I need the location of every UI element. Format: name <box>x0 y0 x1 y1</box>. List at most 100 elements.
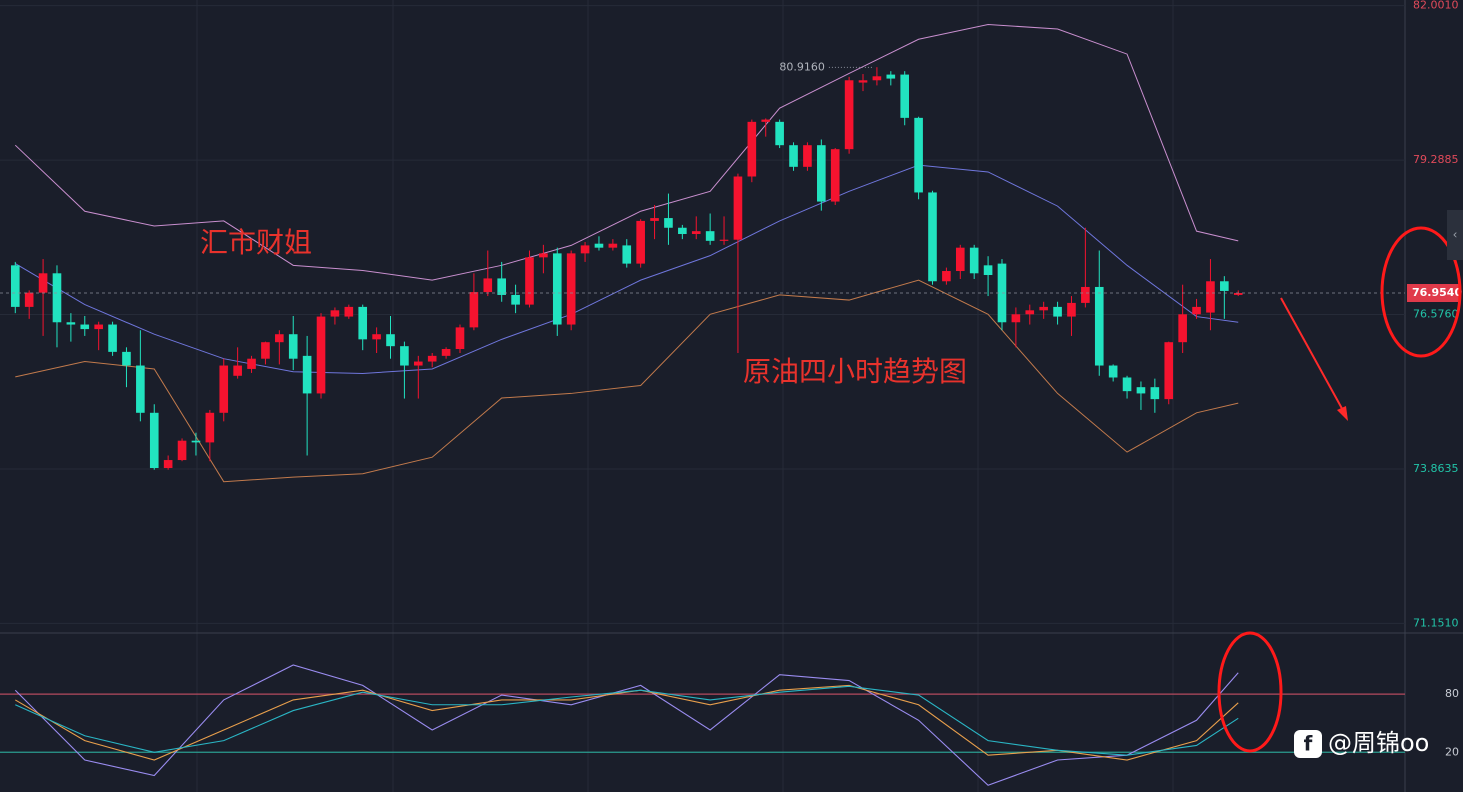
candle-body <box>775 121 784 146</box>
candle-body <box>1067 302 1076 317</box>
watermark: @周锦oo <box>1328 729 1429 757</box>
candle-body <box>636 220 645 264</box>
candle-body <box>413 361 423 366</box>
candle-body <box>886 74 896 79</box>
candle-body <box>969 247 979 274</box>
candle-body <box>316 316 326 394</box>
candle-body <box>678 227 687 235</box>
candle-body <box>1164 342 1174 400</box>
candle-body <box>1150 387 1160 400</box>
candle-body <box>191 440 201 443</box>
candle-body <box>830 149 840 202</box>
arrow-head <box>1337 406 1348 421</box>
candle-body <box>38 273 48 293</box>
candle-body <box>94 324 103 330</box>
candle-body <box>455 327 465 350</box>
candle-body <box>622 245 632 264</box>
candle-body <box>1053 306 1062 317</box>
candle-body <box>608 243 618 248</box>
candle-body <box>288 334 298 359</box>
candle-body <box>955 247 965 272</box>
side-tab <box>1447 210 1463 260</box>
candle-body <box>817 145 826 202</box>
candle-body <box>344 306 354 317</box>
candle-body <box>1011 314 1021 323</box>
band-line <box>15 279 1239 483</box>
candle-body <box>900 74 910 118</box>
candle-body <box>233 365 242 376</box>
candle-body <box>719 239 729 241</box>
candle-body <box>1233 292 1243 295</box>
candle-body <box>580 245 590 254</box>
candle-body <box>275 334 284 343</box>
y-tick-label: 76.5760 <box>1413 308 1459 321</box>
candle-body <box>997 263 1007 323</box>
candle-body <box>261 342 270 359</box>
y-tick-label: 79.2885 <box>1413 153 1459 166</box>
highlight-circle <box>1217 631 1283 753</box>
candle-body <box>122 351 131 366</box>
candle-body <box>1039 306 1048 311</box>
candle-body <box>566 253 576 325</box>
high-label: 80.9160 <box>779 60 825 73</box>
candle-body <box>149 412 159 469</box>
y-tick-label: 73.8635 <box>1413 462 1459 475</box>
highlight-circle <box>1380 226 1462 358</box>
candle-body <box>942 271 951 282</box>
candle-body <box>705 231 715 241</box>
candle-body <box>1220 281 1229 291</box>
candle-body <box>1206 281 1215 313</box>
candle-body <box>469 292 479 328</box>
candle-body <box>205 412 215 443</box>
candle-body <box>858 80 868 83</box>
candle-body <box>177 440 187 461</box>
last-price-box <box>1407 283 1459 302</box>
candle-body <box>733 176 743 240</box>
candle-body <box>539 253 548 258</box>
candle-body <box>1136 387 1146 394</box>
candle-body <box>358 306 368 340</box>
candle-body <box>52 273 62 323</box>
candle-body <box>511 294 520 305</box>
candle-body <box>108 324 117 352</box>
annotation: 原油四小时趋势图 <box>743 355 967 388</box>
candle-body <box>803 145 812 167</box>
logo-letter: f <box>1304 732 1313 756</box>
candle-body <box>1108 365 1118 378</box>
candle-body <box>691 231 701 235</box>
candle-body <box>594 243 604 248</box>
candle-body <box>24 292 34 307</box>
candle-body <box>372 334 381 340</box>
candle-body <box>1094 286 1104 366</box>
candle-body <box>1192 306 1201 315</box>
candle-body <box>219 365 229 413</box>
y-tick-label: 82.0010 <box>1413 0 1459 12</box>
indicator-line <box>15 685 1239 756</box>
trend-arrow <box>1280 297 1346 415</box>
y-tick-label: 20 <box>1445 745 1459 758</box>
candle-body <box>302 355 312 394</box>
last-price-label: 76.9540 <box>1412 286 1462 299</box>
candle-body <box>872 76 882 81</box>
candle-body <box>1178 314 1187 343</box>
candle-body <box>1081 286 1090 303</box>
candle-body <box>1122 377 1132 392</box>
candle-body <box>914 117 923 193</box>
logo <box>1294 730 1322 758</box>
candle-body <box>1025 310 1035 315</box>
indicator-line <box>14 664 1239 786</box>
annotation: 汇市财姐 <box>200 226 312 259</box>
y-tick-label: 80 <box>1445 687 1459 700</box>
candle-body <box>983 265 993 276</box>
candle-body <box>761 119 771 122</box>
side-tab-icon[interactable]: ‹ <box>1453 228 1458 242</box>
candle-body <box>400 346 409 366</box>
candle-body <box>928 192 937 282</box>
candle-body <box>163 460 173 469</box>
candle-body <box>664 218 673 228</box>
candle-body <box>789 145 798 167</box>
candle-body <box>330 310 340 317</box>
candle-body <box>136 365 145 413</box>
